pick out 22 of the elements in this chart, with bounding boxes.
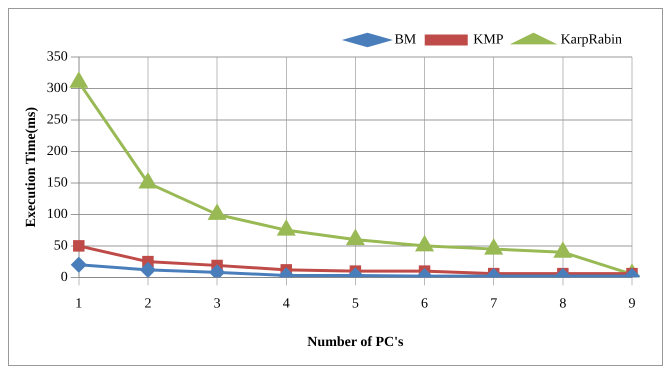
x-tick-label: 5 xyxy=(352,296,359,312)
y-tick-label: 200 xyxy=(46,144,68,160)
x-tick-label: 8 xyxy=(559,296,566,312)
y-tick-label: 350 xyxy=(46,50,68,65)
y-tick-label: 50 xyxy=(54,238,68,254)
x-tick-label: 9 xyxy=(628,296,636,312)
legend-label: KarpRabin xyxy=(560,32,622,48)
y-tick-label: 100 xyxy=(46,207,68,222)
y-tick-label: 150 xyxy=(46,176,68,191)
y-axis-title: Execution Time(ms) xyxy=(24,106,40,228)
x-tick-label: 1 xyxy=(75,296,82,312)
x-tick-label: 3 xyxy=(214,296,221,312)
x-tick-label: 4 xyxy=(282,296,290,312)
x-tick-label: 7 xyxy=(490,296,498,312)
y-tick-label: 250 xyxy=(46,112,68,128)
y-tick-label: 300 xyxy=(46,81,68,96)
legend-label: KMP xyxy=(473,32,504,48)
y-tick-label: 0 xyxy=(60,270,68,286)
x-tick-label: 6 xyxy=(421,296,428,312)
x-axis-title: Number of PC's xyxy=(307,335,404,350)
x-tick-label: 2 xyxy=(144,296,152,312)
legend-label: BM xyxy=(394,32,417,48)
